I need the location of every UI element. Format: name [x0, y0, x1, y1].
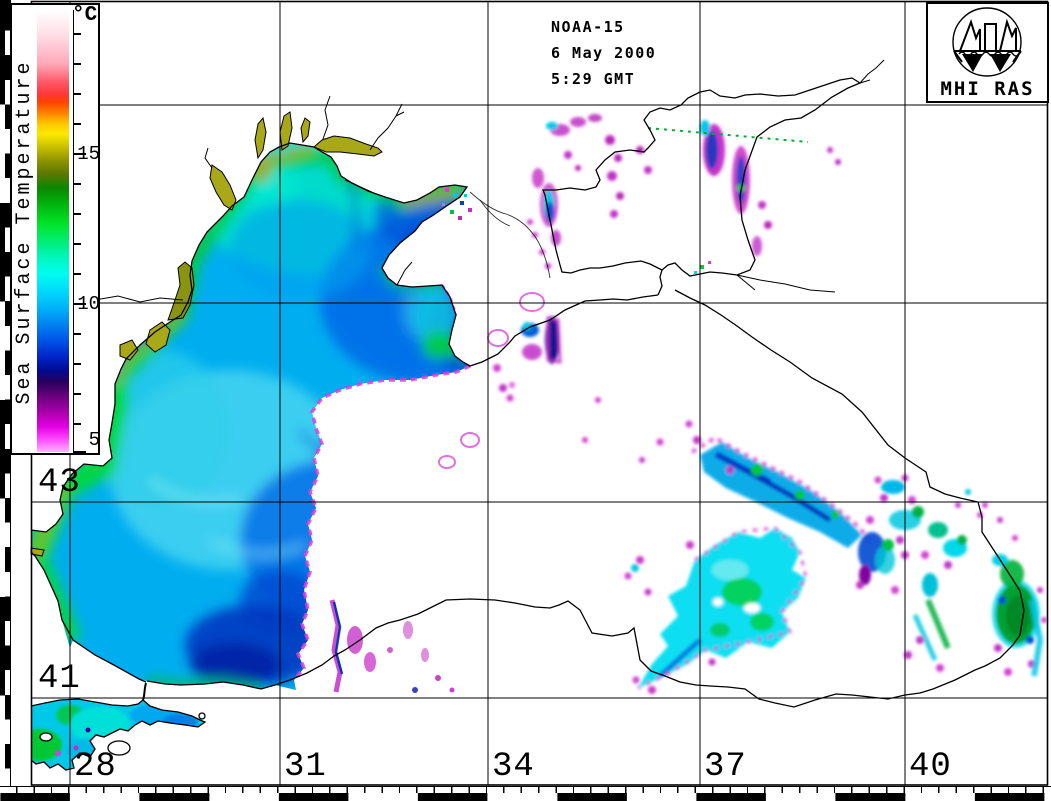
colorbar-tick — [73, 243, 81, 245]
latitude-label-41: 41 — [38, 660, 81, 698]
karkinit-speckles — [442, 188, 472, 220]
colorbar-tick-15 — [73, 153, 86, 155]
limans-and-lagoons — [30, 111, 383, 557]
logo-box: MHI RAS — [926, 2, 1049, 103]
grid-lines — [31, 1, 1048, 785]
colorbar-tick — [73, 273, 81, 275]
colorbar-title: Sea Surface Temperature — [13, 59, 36, 405]
colorbar-tick — [73, 63, 81, 65]
latitude-label-43: 43 — [38, 464, 81, 502]
longitude-label-34: 34 — [492, 748, 535, 786]
colorbar-tick — [73, 93, 81, 95]
colorbar-tick-10 — [73, 303, 86, 305]
longitude-label-28: 28 — [74, 748, 117, 786]
colorbar-tick-5 — [73, 451, 86, 453]
colorbar-label-5: 5 — [88, 429, 100, 451]
longitude-label-31: 31 — [284, 748, 327, 786]
colorbar-tick — [73, 123, 81, 125]
colorbar-tick — [73, 333, 81, 335]
west-field-cold-fringe — [292, 284, 545, 693]
colorbar-tick — [73, 363, 81, 365]
azov-front-line — [647, 127, 809, 143]
colorbar-tick — [73, 393, 81, 395]
colorbar-tick — [73, 33, 81, 35]
east-basin-patches — [624, 420, 1047, 694]
institute-emblem-icon — [952, 7, 1022, 77]
sst-field-west — [31, 143, 470, 690]
crimea-south-patches — [493, 316, 601, 443]
colorbar-tick — [73, 183, 81, 185]
colorbar-axis — [73, 10, 74, 454]
longitude-label-37: 37 — [704, 748, 747, 786]
kuban-delta-dots — [694, 261, 711, 274]
colorbar-gradient — [37, 10, 69, 452]
sst-colorbar: Sea Surface Temperature 15 10 5 °C — [10, 3, 100, 455]
satellite-name: NOAA-15 — [551, 18, 625, 36]
map-border-left — [0, 0, 11, 801]
celsius-unit-label: °C — [72, 4, 98, 27]
capture-date: 6 May 2000 — [551, 44, 657, 62]
colorbar-tick — [73, 423, 81, 425]
acquisition-info: NOAA-15 6 May 2000 5:29 GMT — [551, 14, 656, 92]
capture-time: 5:29 GMT — [551, 70, 636, 88]
logo-label: MHI RAS — [940, 78, 1035, 100]
colorbar-tick — [73, 213, 81, 215]
border-bottom-degree-band — [0, 793, 1051, 801]
azov-patches — [527, 114, 841, 269]
colorbar-label-15: 15 — [77, 143, 100, 165]
coastlines — [30, 59, 1025, 771]
longitude-label-40: 40 — [909, 748, 952, 786]
map-border-bottom — [0, 786, 1051, 801]
colorbar-label-10: 10 — [77, 293, 100, 315]
